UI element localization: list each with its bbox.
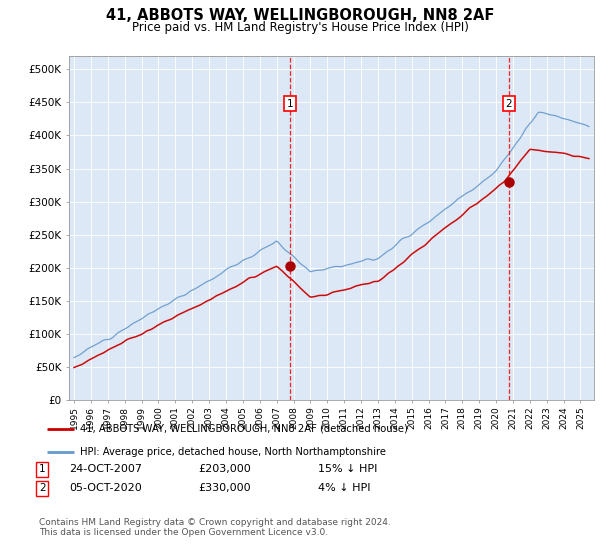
Text: 41, ABBOTS WAY, WELLINGBOROUGH, NN8 2AF (detached house): 41, ABBOTS WAY, WELLINGBOROUGH, NN8 2AF …	[80, 424, 408, 434]
Text: HPI: Average price, detached house, North Northamptonshire: HPI: Average price, detached house, Nort…	[80, 447, 386, 457]
Text: 1: 1	[39, 464, 46, 474]
Text: 15% ↓ HPI: 15% ↓ HPI	[318, 464, 377, 474]
Text: 1: 1	[287, 99, 293, 109]
Text: 2: 2	[506, 99, 512, 109]
Text: 41, ABBOTS WAY, WELLINGBOROUGH, NN8 2AF: 41, ABBOTS WAY, WELLINGBOROUGH, NN8 2AF	[106, 8, 494, 24]
Text: 2: 2	[39, 483, 46, 493]
Text: Price paid vs. HM Land Registry's House Price Index (HPI): Price paid vs. HM Land Registry's House …	[131, 21, 469, 34]
Text: 4% ↓ HPI: 4% ↓ HPI	[318, 483, 371, 493]
Text: Contains HM Land Registry data © Crown copyright and database right 2024.
This d: Contains HM Land Registry data © Crown c…	[39, 518, 391, 538]
Text: £203,000: £203,000	[198, 464, 251, 474]
Text: £330,000: £330,000	[198, 483, 251, 493]
Text: 05-OCT-2020: 05-OCT-2020	[69, 483, 142, 493]
Text: 24-OCT-2007: 24-OCT-2007	[69, 464, 142, 474]
